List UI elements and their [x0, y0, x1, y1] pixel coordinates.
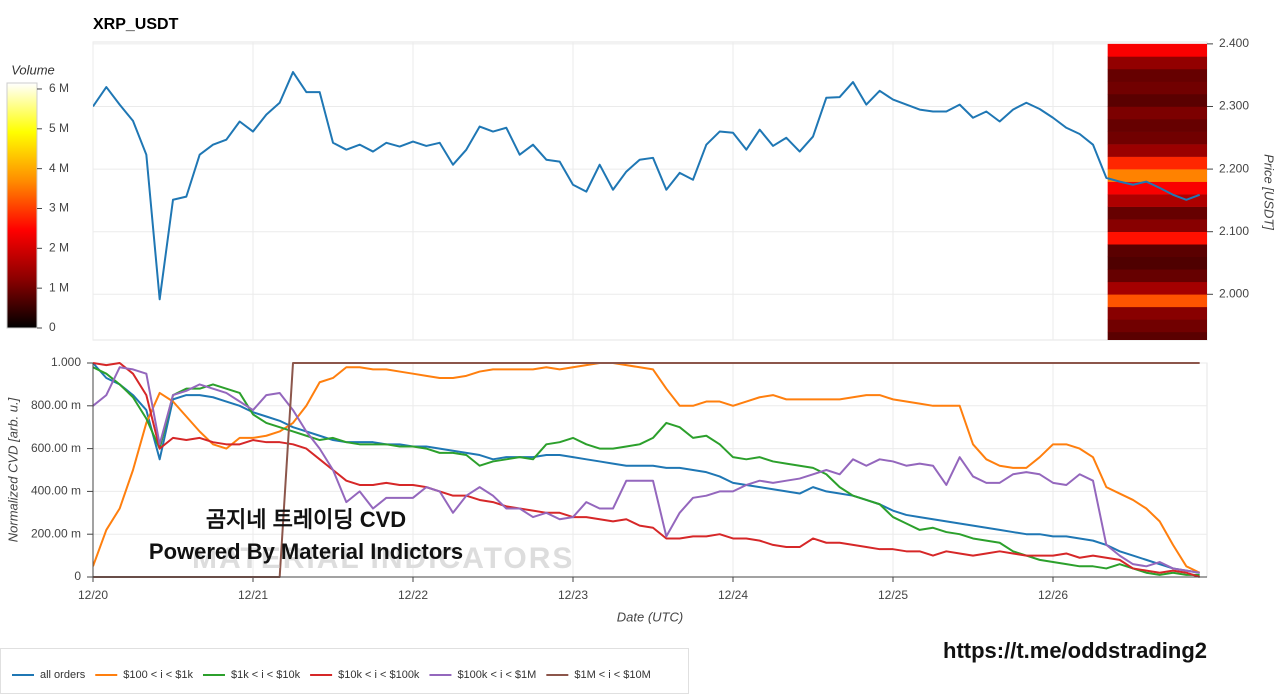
heatmap-cell — [1107, 306, 1207, 320]
colorbar-title: Volume — [11, 62, 55, 77]
colorbar — [6, 82, 38, 329]
annotation: 곰지네 트레이딩 CVD — [206, 507, 406, 532]
heatmap-cell — [1107, 256, 1207, 270]
heatmap-cell — [1107, 131, 1207, 145]
heatmap-cell — [1107, 269, 1207, 283]
heatmap-cell — [1107, 244, 1207, 258]
heatmap-cell — [1107, 68, 1207, 82]
data-line — [93, 366, 1200, 574]
legend-label: $100k < i < $1M — [457, 669, 536, 681]
y-tick-label: 600.00 m — [31, 441, 81, 455]
x-tick-label: 12/20 — [78, 588, 108, 602]
heatmap-cell — [1107, 106, 1207, 120]
y-tick-label: 2.100 — [1219, 224, 1249, 238]
heatmap-cell — [1107, 169, 1207, 182]
legend-label: all orders — [40, 669, 86, 681]
chart-title: XRP_USDT — [93, 16, 179, 33]
data-line — [93, 71, 1201, 301]
legend-label: $1k < i < $10k — [231, 669, 301, 681]
x-tick-label: 12/23 — [558, 588, 588, 602]
x-tick-label: 12/21 — [238, 588, 268, 602]
colorbar-tick-label: 1 M — [49, 280, 69, 294]
heatmap-cell — [1107, 231, 1207, 245]
watermark: MATERIAL INDICATORS — [192, 542, 574, 575]
heatmap-cell — [1107, 319, 1207, 333]
y-tick-label: 800.00 m — [31, 398, 81, 412]
colorbar-tick-label: 6 M — [49, 81, 69, 95]
annotation: Powered By Material Indictors — [149, 539, 463, 564]
y-tick-label: 200.00 m — [31, 526, 81, 540]
y-axis-label: Normalized CVD [arb. u.] — [5, 397, 20, 542]
x-axis-label: Date (UTC) — [617, 609, 683, 624]
heatmap-cell — [1107, 144, 1207, 157]
heatmap-cell — [1107, 294, 1207, 308]
y-axis-label: Price [USDT] — [1262, 154, 1277, 230]
colorbar-tick-label: 2 M — [49, 240, 69, 254]
plot-area — [92, 41, 1208, 341]
y-tick-label: 0 — [74, 569, 81, 583]
heatmap-cell — [1107, 181, 1207, 195]
price-panel: 2.000 2.100 2.200 2.300 2.400 — [92, 36, 1249, 341]
y-tick-label: 2.400 — [1219, 36, 1249, 50]
y-tick-label: 2.200 — [1219, 161, 1249, 175]
colorbar-tick-label: 3 M — [49, 201, 69, 215]
plot-area — [92, 362, 1208, 578]
y-tick-label: 400.00 m — [31, 484, 81, 498]
heatmap-cell — [1107, 119, 1207, 132]
colorbar-tick-label: 5 M — [49, 121, 69, 135]
x-tick-label: 12/25 — [878, 588, 908, 602]
heatmap-cell — [1107, 219, 1207, 232]
heatmap-cell — [1107, 194, 1207, 207]
legend-label: $10k < i < $100k — [338, 669, 420, 681]
data-line — [93, 362, 1200, 574]
colorbar-tick-label: 4 M — [49, 161, 69, 175]
heatmap-cell — [1107, 156, 1207, 170]
heatmap-cell — [1107, 206, 1207, 220]
x-tick-label: 12/24 — [718, 588, 748, 602]
y-tick-label: 2.300 — [1219, 99, 1249, 113]
data-line — [93, 362, 1201, 574]
x-tick-label: 12/22 — [398, 588, 428, 602]
heatmap-cell — [1107, 56, 1207, 70]
y-tick-label: 2.000 — [1219, 286, 1249, 300]
data-line — [93, 366, 1200, 576]
heatmap-cell — [1107, 281, 1207, 295]
legend-label: $1M < i < $10M — [574, 669, 650, 681]
heatmap-cell — [1107, 43, 1207, 57]
link-text: https://t.me/oddstrading2 — [943, 638, 1207, 663]
legend: all orders $100 < i < $1k $1k < i < $10k $1… — [12, 669, 651, 681]
colorbar-tick-label: 0 — [49, 320, 56, 334]
plot-body — [93, 43, 1207, 340]
legend-label: $100 < i < $1k — [123, 669, 193, 681]
cvd-panel: 12/20 12/21 12/22 12/23 12/24 12/25 12/26 0 200.… — [31, 355, 1208, 602]
heatmap-cell — [1107, 331, 1207, 340]
legend-box — [0, 648, 689, 694]
data-line — [93, 362, 1200, 578]
y-tick-label: 1.000 — [51, 355, 81, 369]
x-tick-label: 12/26 — [1038, 588, 1068, 602]
heatmap-cell — [1107, 81, 1207, 95]
heatmap-cell — [1107, 93, 1207, 107]
